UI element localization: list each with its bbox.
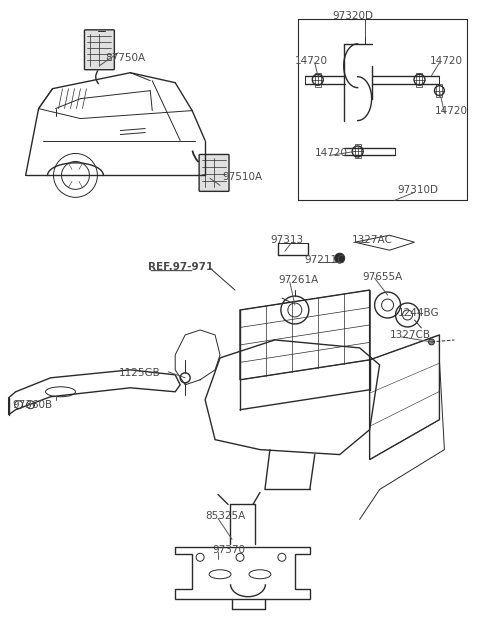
Text: REF.97-971: REF.97-971 <box>148 262 214 272</box>
Bar <box>355 145 360 159</box>
FancyBboxPatch shape <box>199 155 229 191</box>
Bar <box>315 73 321 87</box>
Text: 97360B: 97360B <box>12 400 53 409</box>
Text: 1327AC: 1327AC <box>352 235 393 245</box>
Text: 14720: 14720 <box>430 56 462 66</box>
Text: 97510A: 97510A <box>222 172 262 182</box>
FancyBboxPatch shape <box>84 30 114 70</box>
Text: 1327CB: 1327CB <box>390 330 431 340</box>
Text: 14720: 14720 <box>434 106 468 116</box>
Text: 97211C: 97211C <box>305 255 345 265</box>
Text: 97261A: 97261A <box>278 275 318 285</box>
Text: 1244BG: 1244BG <box>397 308 439 318</box>
Text: 14720: 14720 <box>295 56 328 66</box>
Circle shape <box>335 253 345 263</box>
Text: 87750A: 87750A <box>106 53 145 63</box>
Text: 97655A: 97655A <box>363 272 403 282</box>
Bar <box>417 73 422 87</box>
Text: 97370: 97370 <box>212 545 245 555</box>
Text: 97320D: 97320D <box>333 11 374 21</box>
Text: 85325A: 85325A <box>205 511 245 521</box>
Text: 97313: 97313 <box>270 235 303 245</box>
Text: 97310D: 97310D <box>397 186 439 196</box>
Bar <box>436 84 443 97</box>
Circle shape <box>429 339 434 345</box>
Text: 14720: 14720 <box>315 148 348 159</box>
Text: 1125GB: 1125GB <box>119 368 160 378</box>
